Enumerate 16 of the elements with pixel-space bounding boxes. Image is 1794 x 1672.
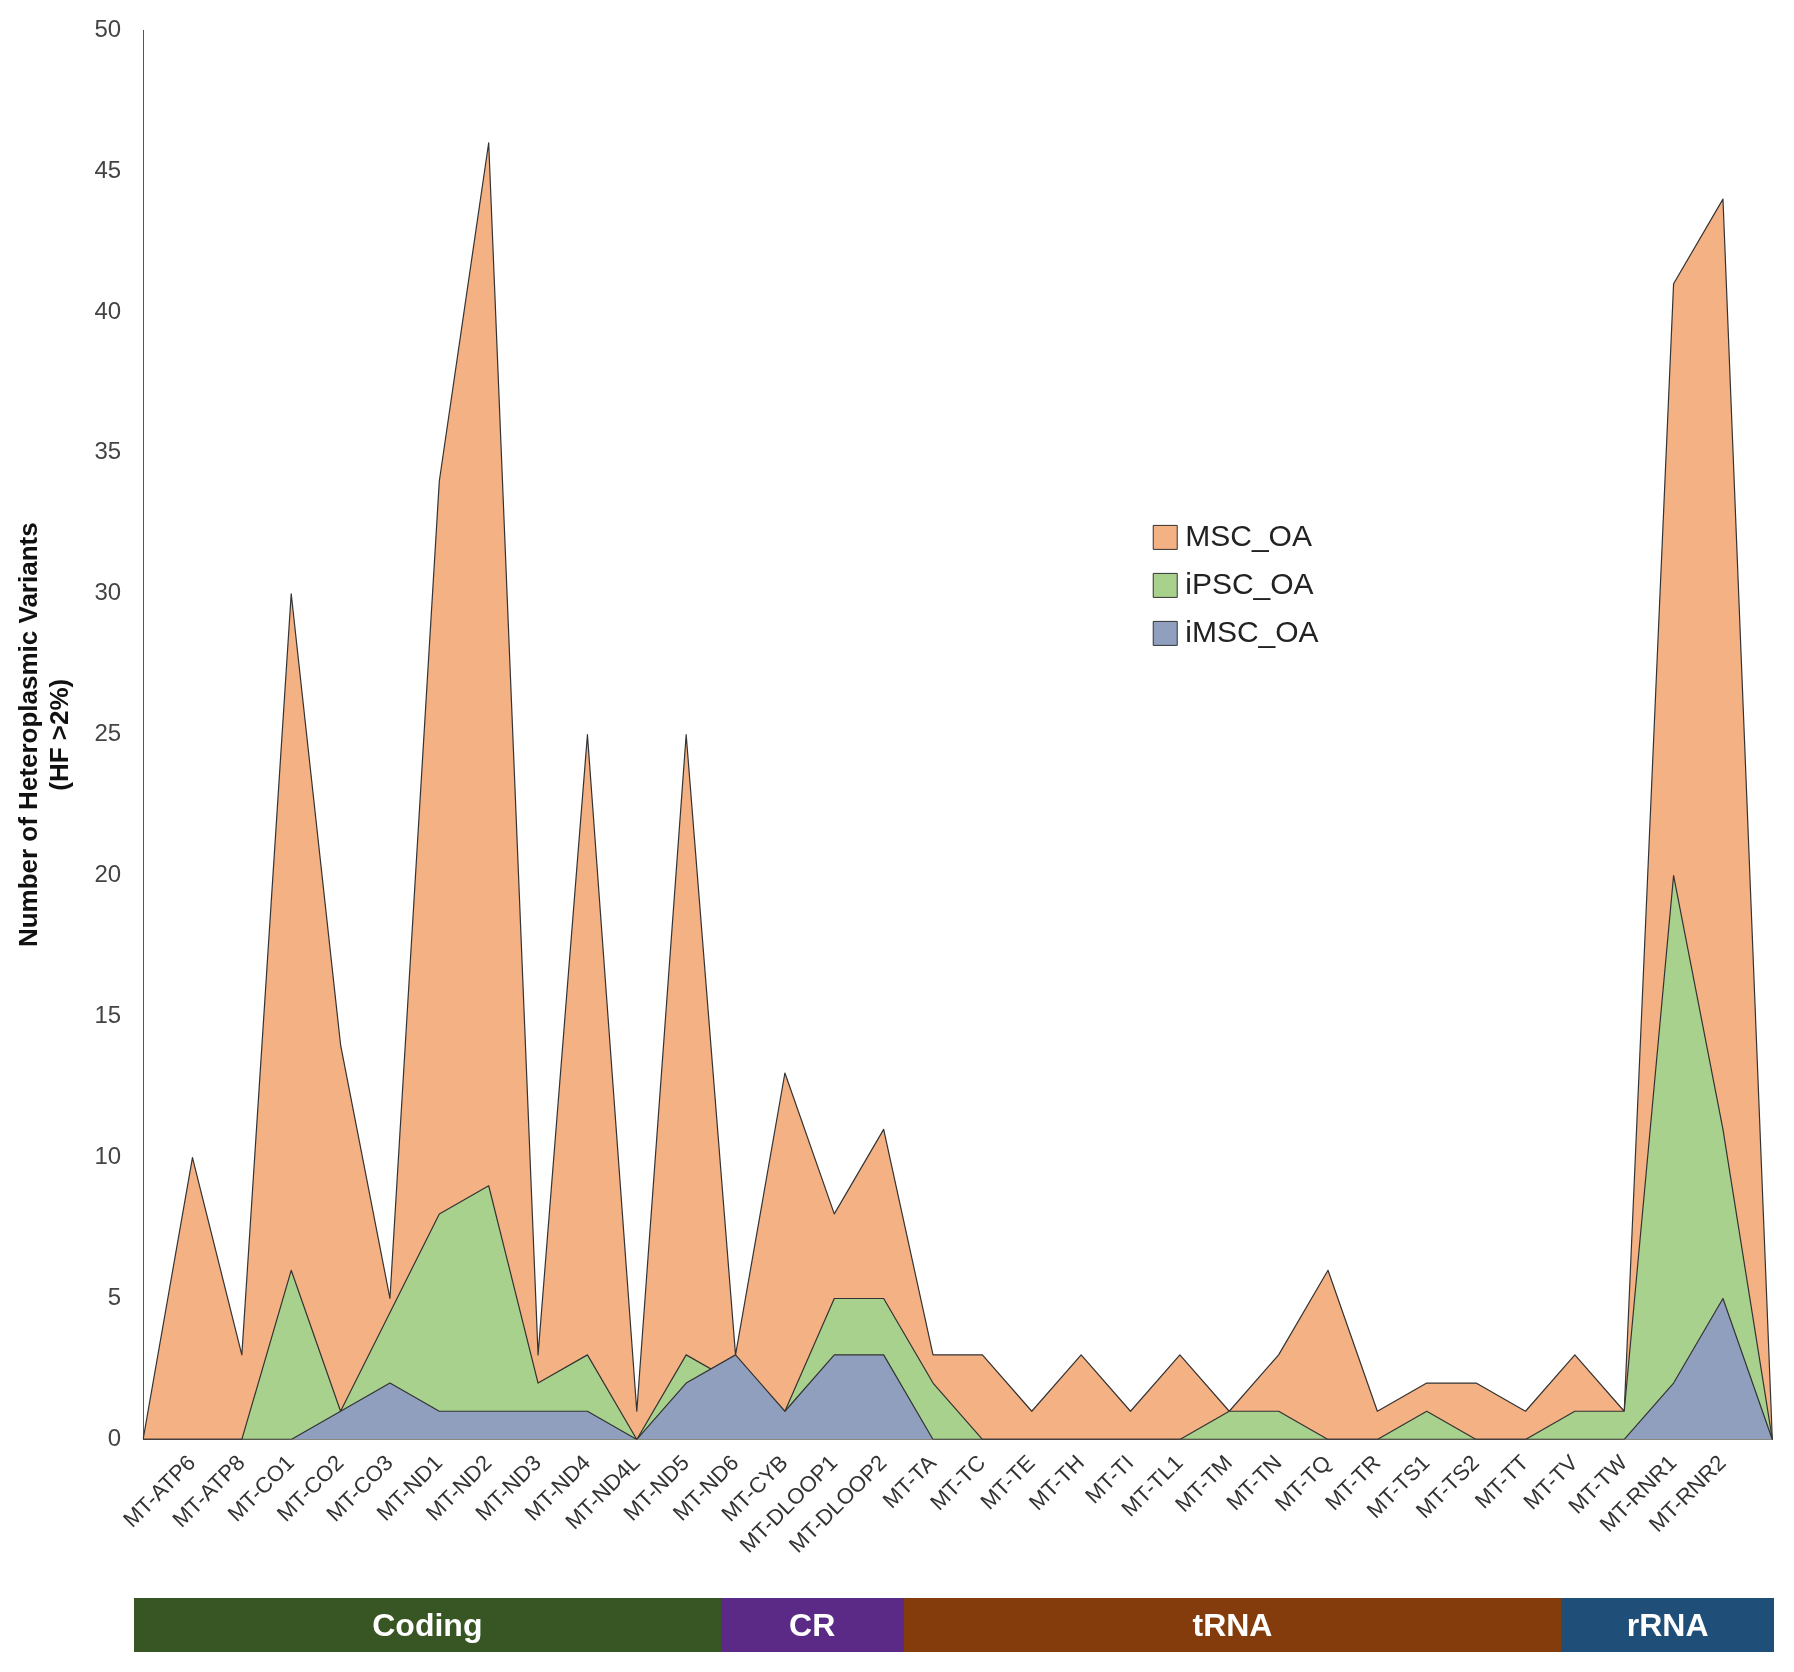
y-tick-label: 30 [94, 578, 122, 606]
y-tick-label: 5 [107, 1283, 122, 1311]
y-tick-label: 35 [94, 437, 122, 465]
legend-label: MSC_OA [1185, 518, 1312, 552]
region-strip: Coding CR tRNA rRNA [134, 1598, 1774, 1652]
y-tick-label: 10 [94, 1142, 122, 1170]
legend-label: iPSC_OA [1185, 566, 1314, 600]
y-tick-label: 20 [94, 860, 122, 888]
y-tick-label: 0 [107, 1424, 122, 1452]
y-tick-label: 15 [94, 1001, 122, 1029]
y-tick-label: 45 [94, 155, 122, 183]
y-tick-label: 40 [94, 296, 122, 324]
y-tick-label: 50 [94, 14, 122, 42]
y-tick-label: 25 [94, 719, 122, 747]
y-axis-title: Number of Heteroplasmic Variants (HF >2%) [12, 522, 74, 948]
legend-label: iMSC_OA [1185, 614, 1319, 648]
